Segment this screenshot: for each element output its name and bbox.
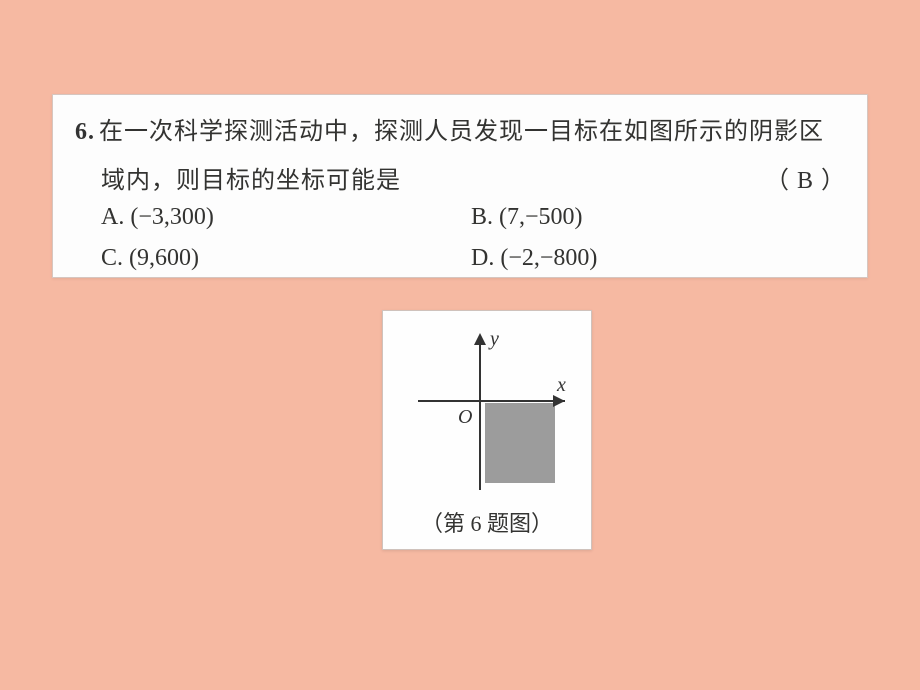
- option-d: D. (−2,−800): [471, 245, 597, 272]
- paren-open: （: [765, 168, 789, 194]
- question-box: 6.在一次科学探测活动中，探测人员发现一目标在如图所示的阴影区 域内，则目标的坐…: [52, 94, 868, 278]
- question-number: 6.: [75, 119, 95, 145]
- question-text-1: 在一次科学探测活动中，探测人员发现一目标在如图所示的阴影区: [99, 119, 824, 145]
- figure-box: y x O （第 6 题图）: [382, 310, 592, 550]
- coordinate-figure: y x O: [400, 323, 575, 498]
- svg-text:y: y: [488, 328, 499, 350]
- option-a: A. (−3,300): [101, 204, 471, 231]
- answer-letter: B: [797, 168, 813, 194]
- svg-text:x: x: [556, 374, 566, 396]
- question-line-1: 6.在一次科学探测活动中，探测人员发现一目标在如图所示的阴影区: [75, 111, 845, 146]
- option-c: C. (9,600): [101, 245, 471, 272]
- option-row-1: A. (−3,300) B. (7,−500): [101, 204, 845, 231]
- option-b: B. (7,−500): [471, 204, 583, 231]
- answer-paren: （ B ）: [765, 160, 845, 195]
- svg-text:O: O: [458, 406, 472, 428]
- paren-close: ）: [821, 168, 845, 194]
- question-text-2: 域内，则目标的坐标可能是: [101, 160, 401, 195]
- figure-caption: （第 6 题图）: [421, 506, 553, 538]
- question-line-2-wrap: 域内，则目标的坐标可能是 （B）: [75, 160, 845, 190]
- option-row-2: C. (9,600) D. (−2,−800): [101, 245, 845, 272]
- options-block: A. (−3,300) B. (7,−500) C. (9,600) D. (−…: [75, 204, 845, 272]
